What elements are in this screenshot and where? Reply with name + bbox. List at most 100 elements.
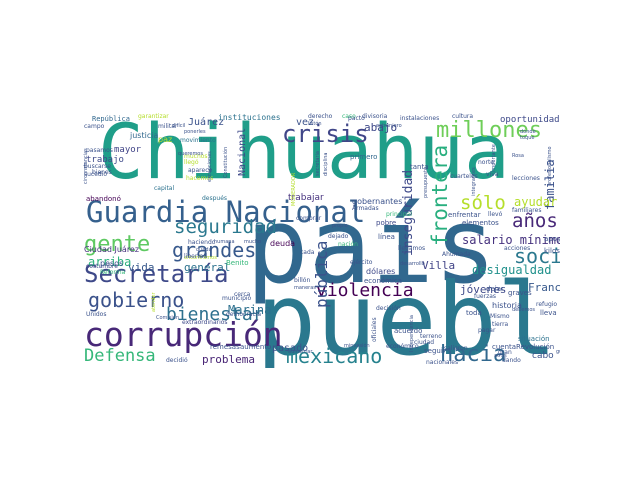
word-trabajar: trabajar [288, 193, 324, 203]
word-despues: después [202, 195, 228, 202]
word-linea: línea [378, 233, 395, 241]
word-caso: caso [342, 113, 356, 120]
word-anos: años [512, 210, 558, 232]
word-pacto: pacto [348, 115, 365, 122]
word-gran: gran [498, 349, 512, 356]
word-crisis: crisis [282, 120, 369, 148]
word-ponerles: ponerles [184, 129, 206, 135]
word-elementos: elementos [462, 219, 499, 227]
word-humana: humana [214, 239, 235, 245]
word-cuarteles: cuarteles [450, 173, 478, 180]
word-dolares: dólares [366, 267, 396, 276]
word-aumento: aumento [240, 343, 272, 351]
word-disciplina: disciplina [323, 152, 329, 177]
word-gente: gente [84, 232, 151, 257]
word-economica: económica [364, 277, 403, 285]
word-trabajo: trabajo [86, 155, 124, 165]
word-mexicano: mexicano [286, 344, 383, 368]
word-seguir: seguir [424, 347, 446, 355]
word-ciudad-juarez: Ciudad Juárez [84, 245, 140, 254]
word-pais: país [246, 185, 497, 307]
word-gusto: gusto [556, 349, 560, 355]
word-pagar: pagar [478, 327, 496, 334]
word-nacional: Nacional [237, 127, 248, 176]
word-acciones: acciones [504, 245, 531, 252]
word-economico: económico [386, 343, 419, 350]
word-donde: dónde [520, 129, 536, 135]
word-toque: toque [520, 135, 535, 141]
word-extraordinarios: extraordinarios [182, 319, 228, 326]
word-hacia: hacia [440, 342, 507, 367]
word-historia: historia [492, 301, 522, 310]
word-fuerzas: fuerzas [474, 293, 497, 300]
word-instituciones: instituciones [218, 113, 281, 122]
word-pueblo: pueblo [256, 261, 560, 369]
word-cloud: Chihuahua país pueblo Guardia Nacional c… [80, 112, 560, 368]
word-salario-minimo: salario mínimo [462, 233, 560, 247]
word-aparece: aparece [188, 167, 213, 174]
word-primero: primero [350, 153, 378, 161]
word-maneras: maneras [294, 285, 316, 291]
word-gobierno: gobierno [88, 288, 185, 312]
word-importante: importante [491, 144, 497, 172]
word-moderador: MODERADOR [291, 172, 297, 206]
word-buscarse: buscarse [84, 163, 111, 170]
word-cerca: cerca [234, 291, 251, 298]
word-corrupcion: corrupción [84, 315, 283, 354]
word-guardia-nacional: Guardia Nacional [86, 195, 366, 229]
word-ciudad: ciudad [414, 339, 435, 346]
word-pasamos: pasamos [86, 147, 113, 154]
word-movimiento: movimiento [180, 137, 216, 144]
word-nacion: nación [338, 241, 358, 248]
word-reforma: Reforma [100, 269, 126, 276]
word-comprar: comprar [296, 215, 322, 222]
word-problema: problema [202, 353, 255, 366]
word-billon: billón [294, 277, 311, 284]
word-rosa: Rosa [512, 153, 524, 159]
word-extranjero: extranjero [376, 123, 402, 129]
word-liston: listón [308, 121, 322, 127]
word-capital: capital [154, 185, 175, 192]
word-cultura: cultura [452, 113, 474, 120]
word-millones: millones [436, 118, 542, 143]
word-solo: sólo [460, 192, 506, 214]
word-libertad: libertad [184, 253, 208, 260]
word-queda: queda [196, 247, 212, 253]
word-cuenta: cuenta [492, 343, 517, 351]
word-social: social [514, 244, 560, 268]
word-pesos: pesos [100, 259, 124, 268]
word-derecho: derecho [308, 113, 333, 120]
word-ahumada: Ahumada [442, 251, 471, 258]
word-campo: campo [84, 123, 105, 130]
word-abajo: abajo [364, 121, 398, 134]
word-desarrollo: desarrollo [400, 261, 425, 267]
word-general: general [184, 261, 231, 274]
word-oficiales: oficiales [371, 317, 378, 342]
word-muchos: muchos [184, 153, 208, 160]
word-llevo: llevó [488, 211, 503, 218]
word-dejar: dejar [486, 285, 504, 293]
word-refugio: refugio [536, 301, 558, 308]
word-queremos: queremos [178, 151, 203, 157]
word-integrantes: integrantes [471, 167, 477, 196]
word-encontramos: encontramos [184, 255, 217, 261]
word-seguridad: seguridad [174, 216, 277, 238]
word-cabo: cabo [532, 351, 554, 361]
word-haciendo: haciendo [188, 239, 216, 246]
word-villa: Villa [422, 259, 456, 272]
word-toda: toda [466, 309, 482, 317]
word-democracia: democracia [226, 311, 262, 318]
word-cada: cada [300, 249, 315, 256]
word-enfrentar: enfrentar [448, 211, 481, 219]
word-presupuesto: presupuesto [423, 166, 429, 198]
word-mismo: Mismo [490, 313, 510, 320]
word-atender: atender [151, 292, 157, 312]
word-atras: atrás [494, 353, 507, 359]
word-tierra: tierra [492, 321, 509, 328]
word-lleva: lleva [540, 309, 557, 317]
word-abandono: abandonó [86, 195, 121, 203]
word-instalaciones: instalaciones [400, 115, 440, 122]
word-viva: viva [486, 171, 499, 178]
word-militar: militar [158, 123, 178, 130]
word-jovenes: jóvenes [460, 283, 507, 296]
